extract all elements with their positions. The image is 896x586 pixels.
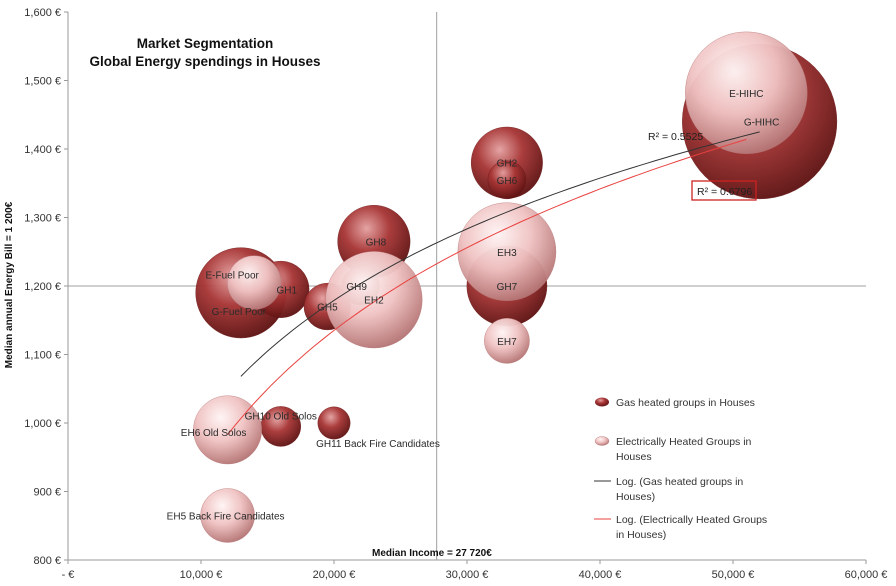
y-tick-label: 800 € (33, 555, 61, 567)
chart-title: Market Segmentation Global Energy spendi… (89, 36, 320, 69)
y-tick-label: 1,100 € (24, 350, 61, 362)
bubble-label: GH11 Back Fire Candidates (316, 439, 440, 450)
legend-electric: Electrically Heated Groups in Houses (594, 436, 754, 463)
y-tick-label: 1,200 € (24, 281, 61, 293)
bubble-label: GH5 (317, 303, 338, 314)
x-axis-label: Median Income = 27 720€ (372, 548, 492, 559)
title-line-1: Market Segmentation (137, 36, 274, 51)
bubble-label: GH1 (277, 285, 298, 296)
bubble-label: GH8 (366, 237, 387, 248)
trendline-gas (240, 131, 760, 377)
bubble-electric-eh6-old-solos (193, 395, 262, 465)
bubble-labels: G-HIHC GH2 GH6 GH8 GH7 G-Fuel Poor GH1 GH5 GH9 GH… (167, 89, 780, 523)
bubble-label: GH7 (497, 282, 518, 293)
x-tick-label: 50,000 € (712, 569, 755, 581)
legend-gas-marker (595, 397, 609, 407)
x-tick-label: 30,000 € (446, 569, 489, 581)
bubble-label: E-Fuel Poor (206, 271, 260, 282)
y-tick-label: 1,300 € (24, 213, 61, 225)
bubble-electric-eh7 (484, 318, 530, 364)
bubble-label: GH10 Old Solos (245, 411, 317, 422)
bubble-gas-gh11-back-fire-candidates (317, 406, 351, 440)
legend-gas: Gas heated groups in Houses (595, 397, 755, 409)
legend-electric-trend-label: Log. (Electrically Heated Groups in Hous… (616, 514, 770, 541)
bubble-electric-eh5-back-fire-candidates (200, 488, 255, 543)
x-tick-label: - € (62, 569, 75, 581)
bubble-label: G-HIHC (744, 118, 780, 129)
legend-electric-marker (594, 436, 610, 446)
r2-gas: R² = 0.5525 (648, 131, 703, 143)
trendline-electric (227, 138, 747, 435)
legend-electric-trend: Log. (Electrically Heated Groups in Hous… (594, 514, 770, 541)
bubble-electric-e-hihc (685, 31, 808, 155)
legend-gas-trend-line-1: Log. (Gas heated groups in (616, 476, 743, 488)
bubble-label: GH2 (497, 159, 518, 170)
x-tick-label: 10,000 € (180, 569, 223, 581)
x-tick-label: 40,000 € (579, 569, 622, 581)
bubble-gas-gh6 (487, 160, 527, 200)
legend-gas-trend: Log. (Gas heated groups in Houses) (594, 476, 746, 503)
bubble-electric-e-fuel-poor (226, 255, 282, 310)
bubble-label: GH6 (497, 176, 518, 187)
axes: 800 € 900 € 1,000 € 1,100 € 1,200 € 1,300 € 1,… (24, 7, 887, 581)
y-tick-label: 1,000 € (24, 418, 61, 430)
legend: Gas heated groups in Houses Electrically… (594, 397, 770, 541)
title-line-2: Global Energy spendings in Houses (89, 54, 320, 69)
y-axis-label: Median annual Energy Bill = 1 200€ (4, 201, 15, 368)
y-tick-label: 1,400 € (24, 144, 61, 156)
bubble-electric-eh2 (325, 251, 423, 349)
x-tick-label: 20,000 € (313, 569, 356, 581)
electric-series-bubbles (193, 31, 808, 543)
r2-gas-label: R² = 0.5525 (648, 131, 703, 143)
legend-electric-line-2: Houses (616, 451, 652, 463)
legend-gas-trend-label: Log. (Gas heated groups in Houses) (616, 476, 746, 503)
bubble-label: EH3 (497, 248, 517, 259)
legend-electric-trend-line-2: in Houses) (616, 529, 666, 541)
bubble-label: EH6 Old Solos (181, 428, 247, 439)
legend-gas-label: Gas heated groups in Houses (616, 397, 755, 409)
bubble-label: EH7 (497, 337, 517, 348)
r2-electric: R² = 0.6796 (691, 180, 757, 201)
r2-electric-label: R² = 0.6796 (697, 186, 752, 198)
legend-gas-trend-line-2: Houses) (616, 491, 655, 503)
bubble-label: GH9 (346, 282, 367, 293)
bubble-electric-eh3 (457, 202, 557, 301)
legend-electric-line-1: Electrically Heated Groups in (616, 436, 752, 448)
bubble-label: EH2 (364, 296, 384, 307)
y-tick-label: 1,600 € (24, 7, 61, 19)
trendlines (227, 131, 760, 435)
y-tick-label: 1,500 € (24, 76, 61, 88)
y-tick-label: 900 € (33, 487, 61, 499)
bubble-label: E-HIHC (729, 89, 763, 100)
bubble-label: G-Fuel Poor (212, 307, 267, 318)
x-tick-label: 60,000 € (845, 569, 888, 581)
legend-electric-label: Electrically Heated Groups in Houses (616, 436, 754, 463)
legend-electric-trend-line-1: Log. (Electrically Heated Groups (616, 514, 767, 526)
bubble-label: EH5 Back Fire Candidates (167, 511, 285, 522)
r2-electric-box (691, 180, 757, 201)
